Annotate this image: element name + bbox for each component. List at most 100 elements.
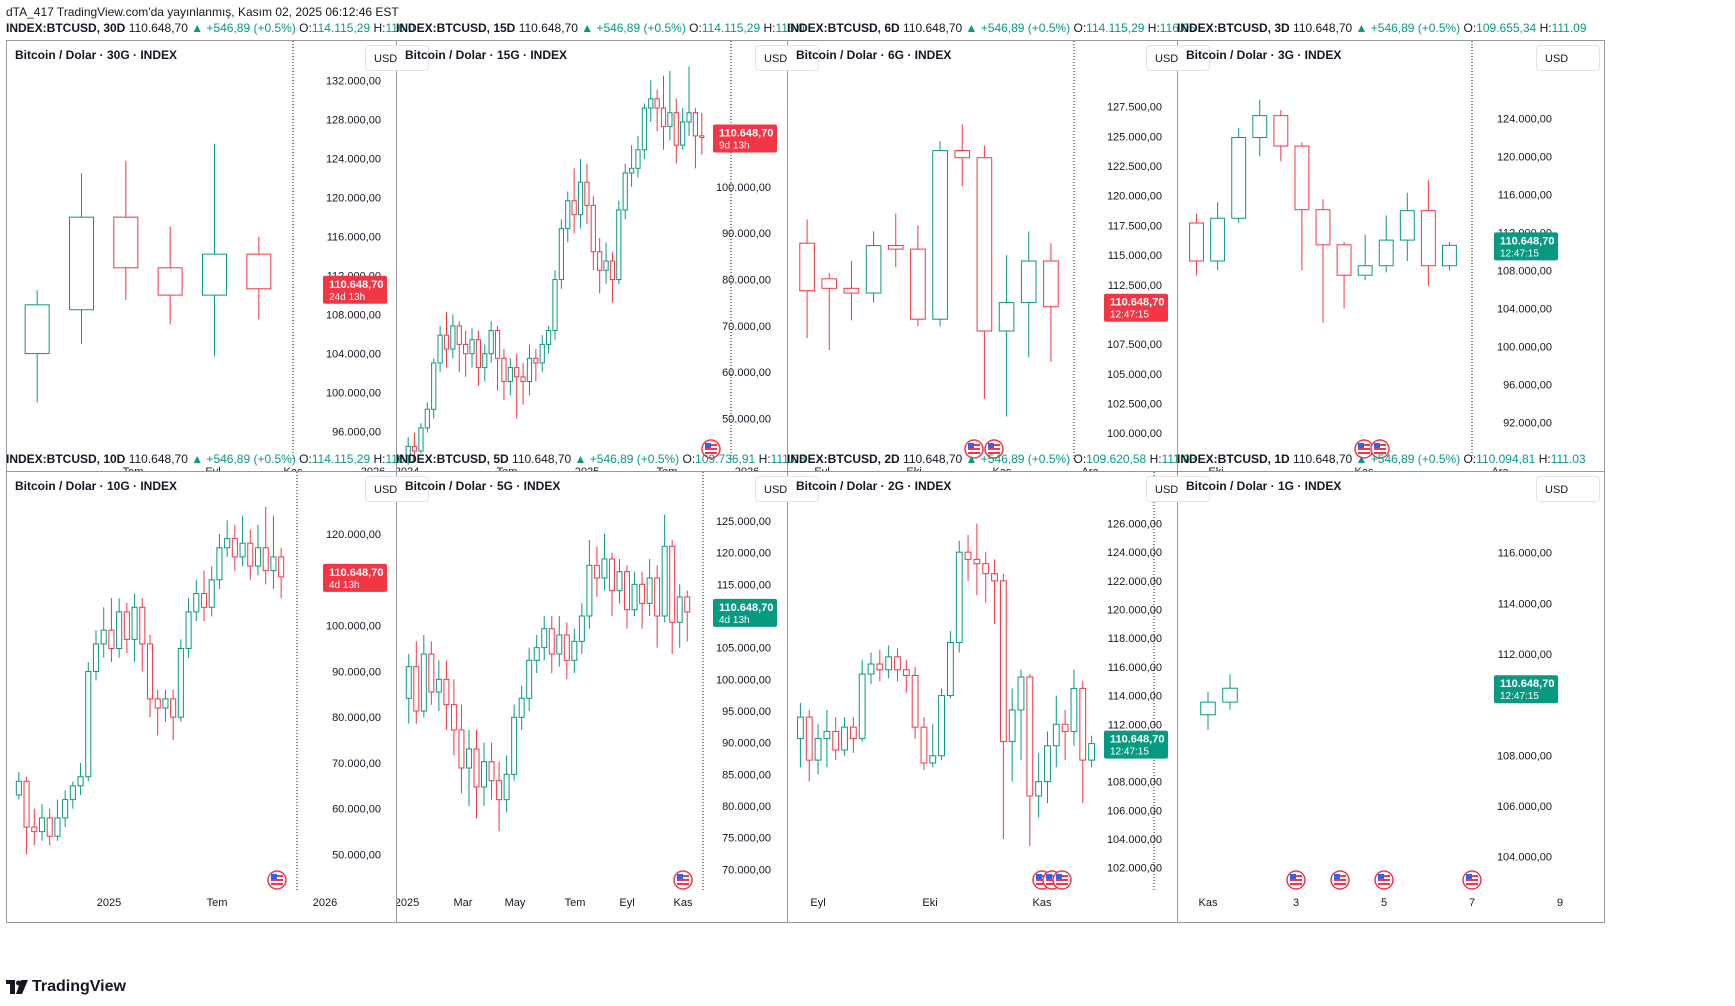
candle-body[interactable]	[673, 112, 679, 146]
candle-body[interactable]	[526, 357, 533, 382]
candle-body[interactable]	[843, 287, 860, 294]
chart-area[interactable]: Bitcoin / Dolar · 15G · INDEX USD 50.000…	[396, 40, 824, 492]
candle-body[interactable]	[511, 716, 518, 775]
candle-body[interactable]	[418, 427, 424, 452]
candle-body[interactable]	[116, 611, 123, 650]
candle-body[interactable]	[1357, 265, 1373, 276]
candle-body[interactable]	[200, 593, 208, 608]
candle-body[interactable]	[932, 150, 948, 320]
candle-body[interactable]	[185, 611, 192, 650]
candle-body[interactable]	[1026, 676, 1034, 797]
candle-body[interactable]	[463, 343, 469, 355]
candle-body[interactable]	[1008, 709, 1016, 742]
candle-body[interactable]	[858, 673, 866, 740]
chart-panel-2d[interactable]: INDEX:BTCUSD, 2D 110.648,70 ▲ +546,89 (+…	[787, 449, 1215, 925]
candle-body[interactable]	[1399, 210, 1415, 241]
candle-body[interactable]	[450, 704, 457, 731]
us-economic-event-icon[interactable]	[1374, 870, 1394, 890]
candle-body[interactable]	[473, 748, 480, 788]
candle-body[interactable]	[1294, 145, 1310, 211]
candle-body[interactable]	[805, 716, 813, 761]
candle-body[interactable]	[686, 112, 692, 123]
candle-body[interactable]	[920, 726, 928, 764]
candle-body[interactable]	[603, 260, 609, 271]
candle-body[interactable]	[887, 245, 904, 250]
candle-body[interactable]	[514, 367, 520, 378]
candle-body[interactable]	[841, 726, 848, 751]
candle-body[interactable]	[646, 577, 653, 604]
candle-body[interactable]	[699, 135, 705, 139]
candle-body[interactable]	[938, 695, 945, 757]
currency-button[interactable]: USD	[1146, 476, 1210, 502]
candle-body[interactable]	[1252, 115, 1268, 139]
candle-body[interactable]	[631, 583, 638, 611]
candle-body[interactable]	[571, 200, 577, 216]
candle-body[interactable]	[443, 334, 450, 350]
tradingview-footer[interactable]: TradingView	[6, 978, 126, 996]
chart-panel-10d[interactable]: INDEX:BTCUSD, 10D 110.648,70 ▲ +546,89 (…	[6, 449, 434, 925]
candle-body[interactable]	[616, 571, 623, 592]
candle-body[interactable]	[247, 542, 254, 567]
chart-area[interactable]: Bitcoin / Dolar · 1G · INDEX USD 104.000…	[1177, 471, 1605, 923]
candle-body[interactable]	[157, 267, 183, 296]
candle-body[interactable]	[108, 629, 115, 650]
us-economic-event-icon[interactable]	[1052, 870, 1072, 890]
candle-body[interactable]	[823, 730, 831, 740]
candle-body[interactable]	[1315, 209, 1331, 246]
candle-body[interactable]	[661, 545, 668, 617]
candle-body[interactable]	[1052, 723, 1060, 747]
candle-body[interactable]	[428, 653, 435, 693]
candle-body[interactable]	[526, 659, 533, 699]
candlestick-chart[interactable]: 102.000,00 104.000,00 106.000,00 108.000,00…	[788, 472, 1214, 922]
candle-body[interactable]	[641, 107, 647, 151]
candle-body[interactable]	[15, 780, 22, 796]
candle-body[interactable]	[193, 593, 200, 613]
currency-button[interactable]: USD	[365, 45, 429, 71]
candle-body[interactable]	[964, 551, 972, 560]
chart-area[interactable]: Bitcoin / Dolar · 2G · INDEX USD 102.000…	[787, 471, 1215, 923]
candle-body[interactable]	[1043, 260, 1059, 308]
candle-body[interactable]	[577, 181, 584, 216]
candlestick-chart[interactable]: 104.000,00 106.000,00 108.000,00 112.000,00…	[1178, 472, 1604, 922]
candlestick-chart[interactable]: 100.000,00 102.500,00 105.000,00 107.500,00…	[788, 41, 1214, 491]
candle-body[interactable]	[69, 216, 94, 311]
candle-body[interactable]	[458, 729, 465, 769]
candle-body[interactable]	[563, 634, 570, 661]
currency-button[interactable]: USD	[755, 45, 819, 71]
candle-body[interactable]	[867, 663, 875, 675]
candle-body[interactable]	[821, 278, 838, 289]
candle-body[interactable]	[976, 157, 993, 332]
candle-body[interactable]	[1210, 217, 1226, 262]
candle-body[interactable]	[982, 563, 990, 575]
candle-body[interactable]	[239, 542, 246, 558]
candle-body[interactable]	[814, 738, 822, 761]
candle-body[interactable]	[541, 628, 548, 649]
candle-body[interactable]	[518, 697, 525, 718]
candle-body[interactable]	[278, 556, 285, 578]
us-economic-event-icon[interactable]	[1354, 439, 1374, 459]
currency-button[interactable]: USD	[755, 476, 819, 502]
candle-body[interactable]	[622, 172, 628, 211]
candle-body[interactable]	[654, 577, 661, 617]
candle-body[interactable]	[224, 538, 231, 549]
candle-body[interactable]	[1044, 745, 1051, 783]
us-economic-event-icon[interactable]	[1462, 870, 1482, 890]
us-economic-event-icon[interactable]	[1370, 439, 1390, 459]
candle-body[interactable]	[648, 98, 654, 109]
candle-body[interactable]	[420, 653, 427, 712]
candle-body[interactable]	[1079, 687, 1087, 761]
candle-body[interactable]	[405, 666, 412, 699]
us-economic-event-icon[interactable]	[673, 870, 693, 890]
candle-body[interactable]	[465, 748, 472, 769]
candle-body[interactable]	[624, 571, 631, 611]
candle-body[interactable]	[254, 547, 262, 567]
candle-body[interactable]	[482, 353, 488, 369]
chart-panel-1d[interactable]: INDEX:BTCUSD, 1D 110.648,70 ▲ +546,89 (+…	[1177, 449, 1605, 925]
candle-body[interactable]	[558, 228, 564, 281]
candle-body[interactable]	[910, 248, 926, 320]
candle-body[interactable]	[31, 826, 38, 833]
candle-body[interactable]	[998, 302, 1015, 332]
chart-panel-30d[interactable]: INDEX:BTCUSD, 30D 110.648,70 ▲ +546,89 (…	[6, 18, 434, 494]
candle-body[interactable]	[876, 663, 884, 671]
candle-body[interactable]	[424, 408, 430, 429]
